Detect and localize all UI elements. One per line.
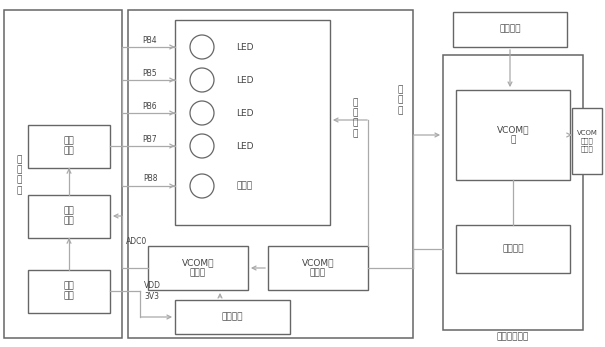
Text: PB7: PB7 [143,135,157,144]
Circle shape [190,174,214,198]
Text: LED: LED [236,42,253,51]
Bar [4,10,122,338]
Bar [148,246,248,290]
Text: 控制
单元: 控制 单元 [64,136,74,156]
Bar [28,125,110,168]
Bar [128,10,413,338]
Text: VCOM
电压获
取装置: VCOM 电压获 取装置 [577,130,597,152]
Bar [443,55,583,330]
Circle shape [190,68,214,92]
Bar [453,12,567,47]
Text: 蜂鸣器: 蜂鸣器 [237,181,253,191]
Bar [175,300,290,334]
Text: 驱动装置: 驱动装置 [499,25,521,34]
Circle shape [190,134,214,158]
Text: 提
示
单
元: 提 示 单 元 [352,98,358,138]
Text: ADC0: ADC0 [126,237,148,245]
Text: VCOM转
换电路: VCOM转 换电路 [182,258,214,278]
Text: 预设
单元: 预设 单元 [64,281,74,301]
Text: LED: LED [236,76,253,85]
Text: PB6: PB6 [143,102,157,110]
Circle shape [190,101,214,125]
Circle shape [190,35,214,59]
Text: 比较
单元: 比较 单元 [64,206,74,226]
Text: 待调液晶模组: 待调液晶模组 [497,332,529,341]
Text: VCOM获
取电路: VCOM获 取电路 [302,258,334,278]
Bar [268,246,368,290]
Text: PB8: PB8 [143,174,157,183]
Bar [456,90,570,180]
Text: PB5: PB5 [143,68,157,77]
Text: 电源电路: 电源电路 [221,313,243,322]
Bar [572,108,602,174]
Text: 可调电阻: 可调电阻 [502,245,524,254]
Bar [456,225,570,273]
Text: 测
试
板: 测 试 板 [397,85,403,115]
Text: LED: LED [236,109,253,118]
Bar [175,20,330,225]
Text: VDD
3V3: VDD 3V3 [143,281,160,301]
Text: PB4: PB4 [143,35,157,44]
Bar [28,270,110,313]
Text: VCOM电
极: VCOM电 极 [497,125,529,145]
Text: LED: LED [236,142,253,151]
Text: 微
控
模
块: 微 控 模 块 [16,155,22,195]
Bar [28,195,110,238]
